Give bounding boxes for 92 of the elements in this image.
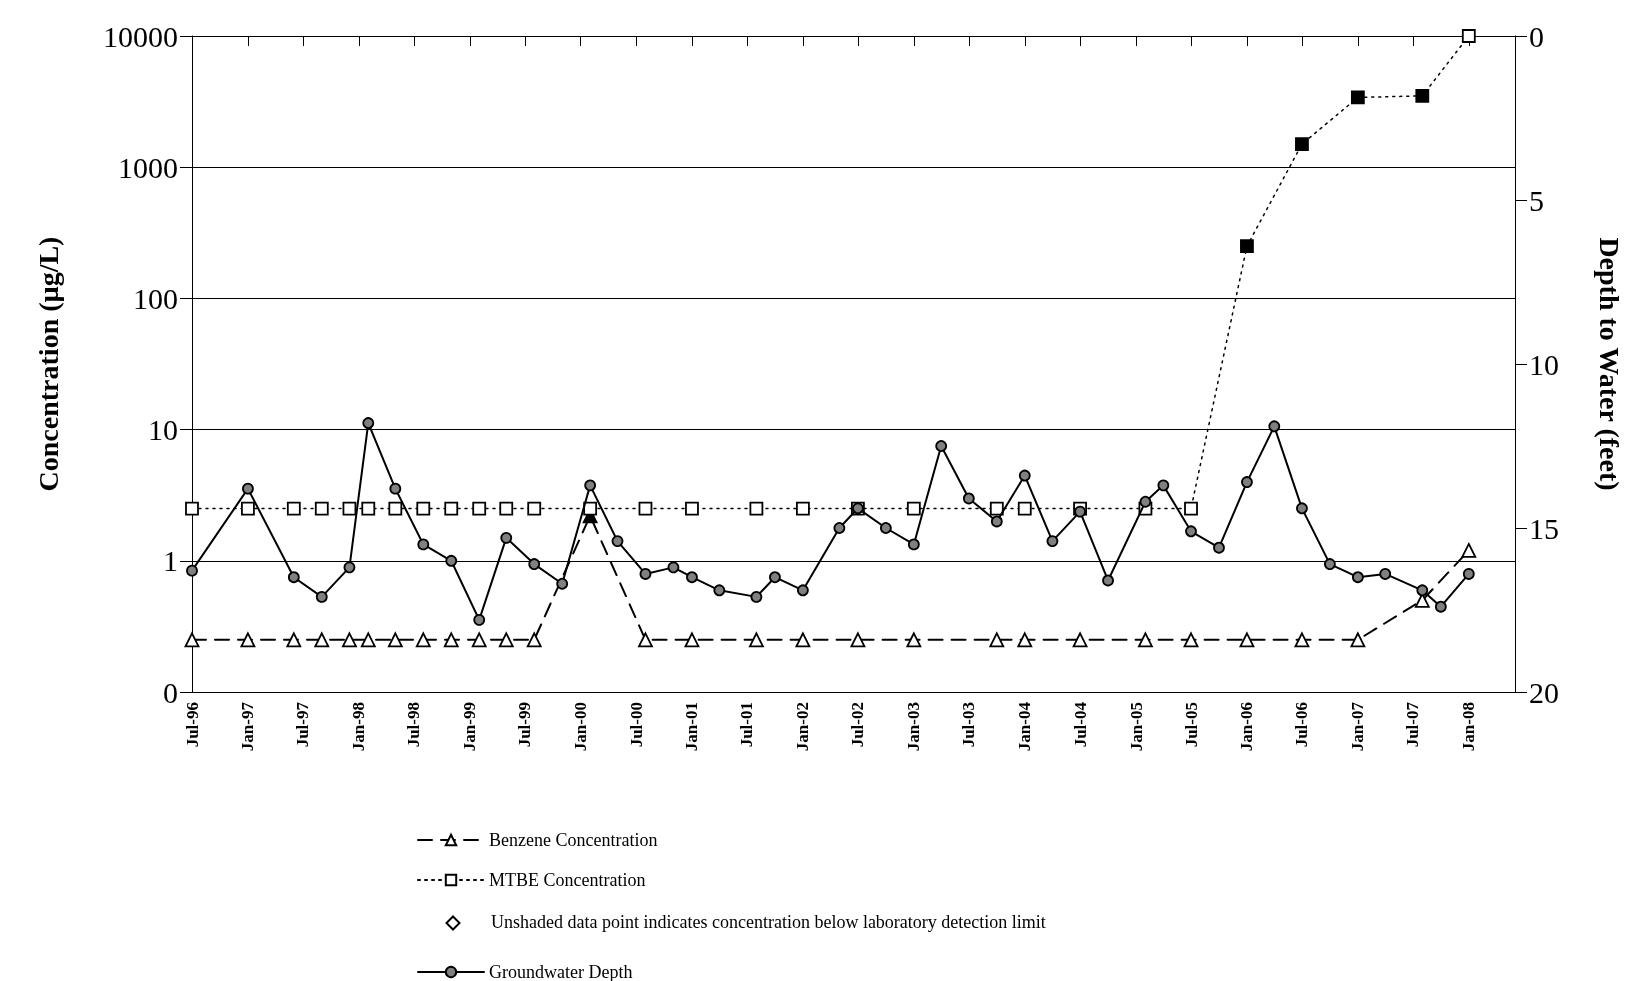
point bbox=[314, 632, 330, 648]
y-tick-label: 1 bbox=[163, 544, 178, 578]
point bbox=[795, 632, 811, 648]
x-tick-label: Jan-07 bbox=[1348, 701, 1368, 752]
point bbox=[416, 501, 431, 516]
point bbox=[185, 501, 199, 516]
text: Unshaded data point indicates concentration below laboratory detection limit bbox=[491, 912, 1046, 933]
point bbox=[1415, 88, 1430, 103]
point bbox=[1461, 29, 1476, 43]
point bbox=[471, 632, 487, 648]
point bbox=[286, 501, 301, 516]
point bbox=[342, 632, 357, 648]
point bbox=[684, 632, 700, 648]
point bbox=[1072, 632, 1088, 648]
x-tick-label: Jan-04 bbox=[1015, 701, 1035, 752]
point bbox=[685, 501, 699, 516]
x-tick-label: Jul-07 bbox=[1403, 701, 1423, 748]
y2-tick-label: 10 bbox=[1529, 347, 1559, 381]
point bbox=[850, 632, 866, 648]
legend-label: Groundwater Depth bbox=[489, 962, 633, 981]
x-tick-label: Jan-00 bbox=[571, 702, 591, 752]
point bbox=[443, 632, 459, 648]
x-tick-label: Jul-02 bbox=[848, 702, 868, 748]
x-tick-label: Jan-99 bbox=[460, 702, 480, 752]
y2-tick-label: 15 bbox=[1529, 511, 1559, 545]
y-tick-label: 10 bbox=[148, 413, 178, 447]
point bbox=[499, 501, 514, 516]
point bbox=[314, 501, 329, 516]
x-tick-label: Jul-98 bbox=[404, 702, 424, 748]
x-tick-label: Jul-06 bbox=[1292, 702, 1312, 748]
point bbox=[360, 632, 376, 648]
point bbox=[989, 501, 1004, 516]
point bbox=[240, 632, 256, 648]
y-tick-label: 1000 bbox=[118, 150, 178, 184]
point bbox=[748, 632, 764, 648]
point bbox=[1294, 632, 1310, 648]
point bbox=[1017, 632, 1033, 648]
point bbox=[444, 501, 459, 516]
point bbox=[526, 632, 542, 648]
point bbox=[1183, 632, 1199, 648]
point bbox=[1350, 632, 1366, 648]
x-tick-label: Jul-97 bbox=[293, 701, 313, 748]
x-tick-label: Jul-99 bbox=[515, 702, 535, 748]
point bbox=[1461, 543, 1477, 558]
x-tick-label: Jan-98 bbox=[349, 702, 369, 752]
point bbox=[388, 501, 403, 516]
x-tick-label: Jan-02 bbox=[793, 702, 813, 752]
point bbox=[472, 501, 487, 516]
point bbox=[1184, 501, 1198, 516]
x-tick-label: Jan-03 bbox=[904, 702, 924, 752]
y2-axis-title: Depth to Water (feet) bbox=[1593, 237, 1625, 491]
point bbox=[1017, 501, 1032, 516]
x-tick-label: Jan-97 bbox=[238, 701, 258, 752]
point bbox=[1350, 90, 1365, 105]
point bbox=[527, 501, 542, 516]
point bbox=[1295, 137, 1309, 151]
point bbox=[906, 501, 921, 516]
x-tick-label: Jan-05 bbox=[1126, 702, 1146, 752]
point bbox=[498, 632, 514, 648]
y-tick-label: 100 bbox=[133, 281, 178, 315]
point bbox=[415, 632, 431, 648]
x-tick-label: Jul-96 bbox=[182, 702, 202, 748]
x-tick-label: Jul-00 bbox=[626, 702, 646, 748]
point bbox=[796, 501, 810, 516]
point bbox=[241, 501, 255, 516]
y2-tick-label: 0 bbox=[1529, 19, 1544, 53]
x-tick-label: Jul-03 bbox=[959, 702, 979, 748]
y-tick-label: 0 bbox=[163, 675, 178, 709]
point bbox=[989, 632, 1005, 648]
y2-tick-label: 20 bbox=[1529, 675, 1559, 709]
x-tick-label: Jul-04 bbox=[1070, 701, 1090, 748]
point bbox=[749, 501, 764, 516]
x-tick-label: Jan-08 bbox=[1459, 702, 1479, 752]
x-tick-label: Jan-01 bbox=[682, 702, 702, 752]
y2-tick-label: 5 bbox=[1529, 183, 1544, 217]
y-tick-label: 10000 bbox=[103, 19, 178, 53]
point bbox=[1240, 239, 1254, 254]
point bbox=[906, 632, 922, 648]
x-tick-label: Jul-01 bbox=[737, 702, 757, 748]
point bbox=[361, 501, 376, 516]
point bbox=[638, 501, 653, 516]
point bbox=[1239, 632, 1255, 648]
point bbox=[638, 632, 653, 648]
point bbox=[387, 632, 403, 648]
x-tick-label: Jan-06 bbox=[1237, 702, 1257, 752]
legend-label: MTBE Concentration bbox=[489, 870, 646, 890]
point bbox=[184, 632, 200, 648]
x-tick-label: Jul-05 bbox=[1181, 702, 1201, 748]
point bbox=[286, 632, 302, 648]
legend-label: Benzene Concentration bbox=[489, 830, 658, 850]
point bbox=[1138, 632, 1153, 648]
y-axis-title: Concentration (µg/L) bbox=[32, 236, 64, 492]
